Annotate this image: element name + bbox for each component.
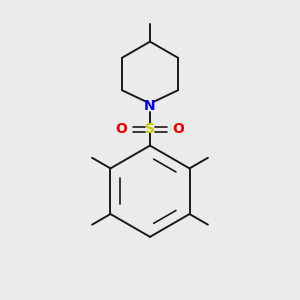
Text: O: O [172,122,184,136]
Text: O: O [116,122,127,136]
Text: N: N [144,99,156,113]
Text: S: S [145,122,155,136]
